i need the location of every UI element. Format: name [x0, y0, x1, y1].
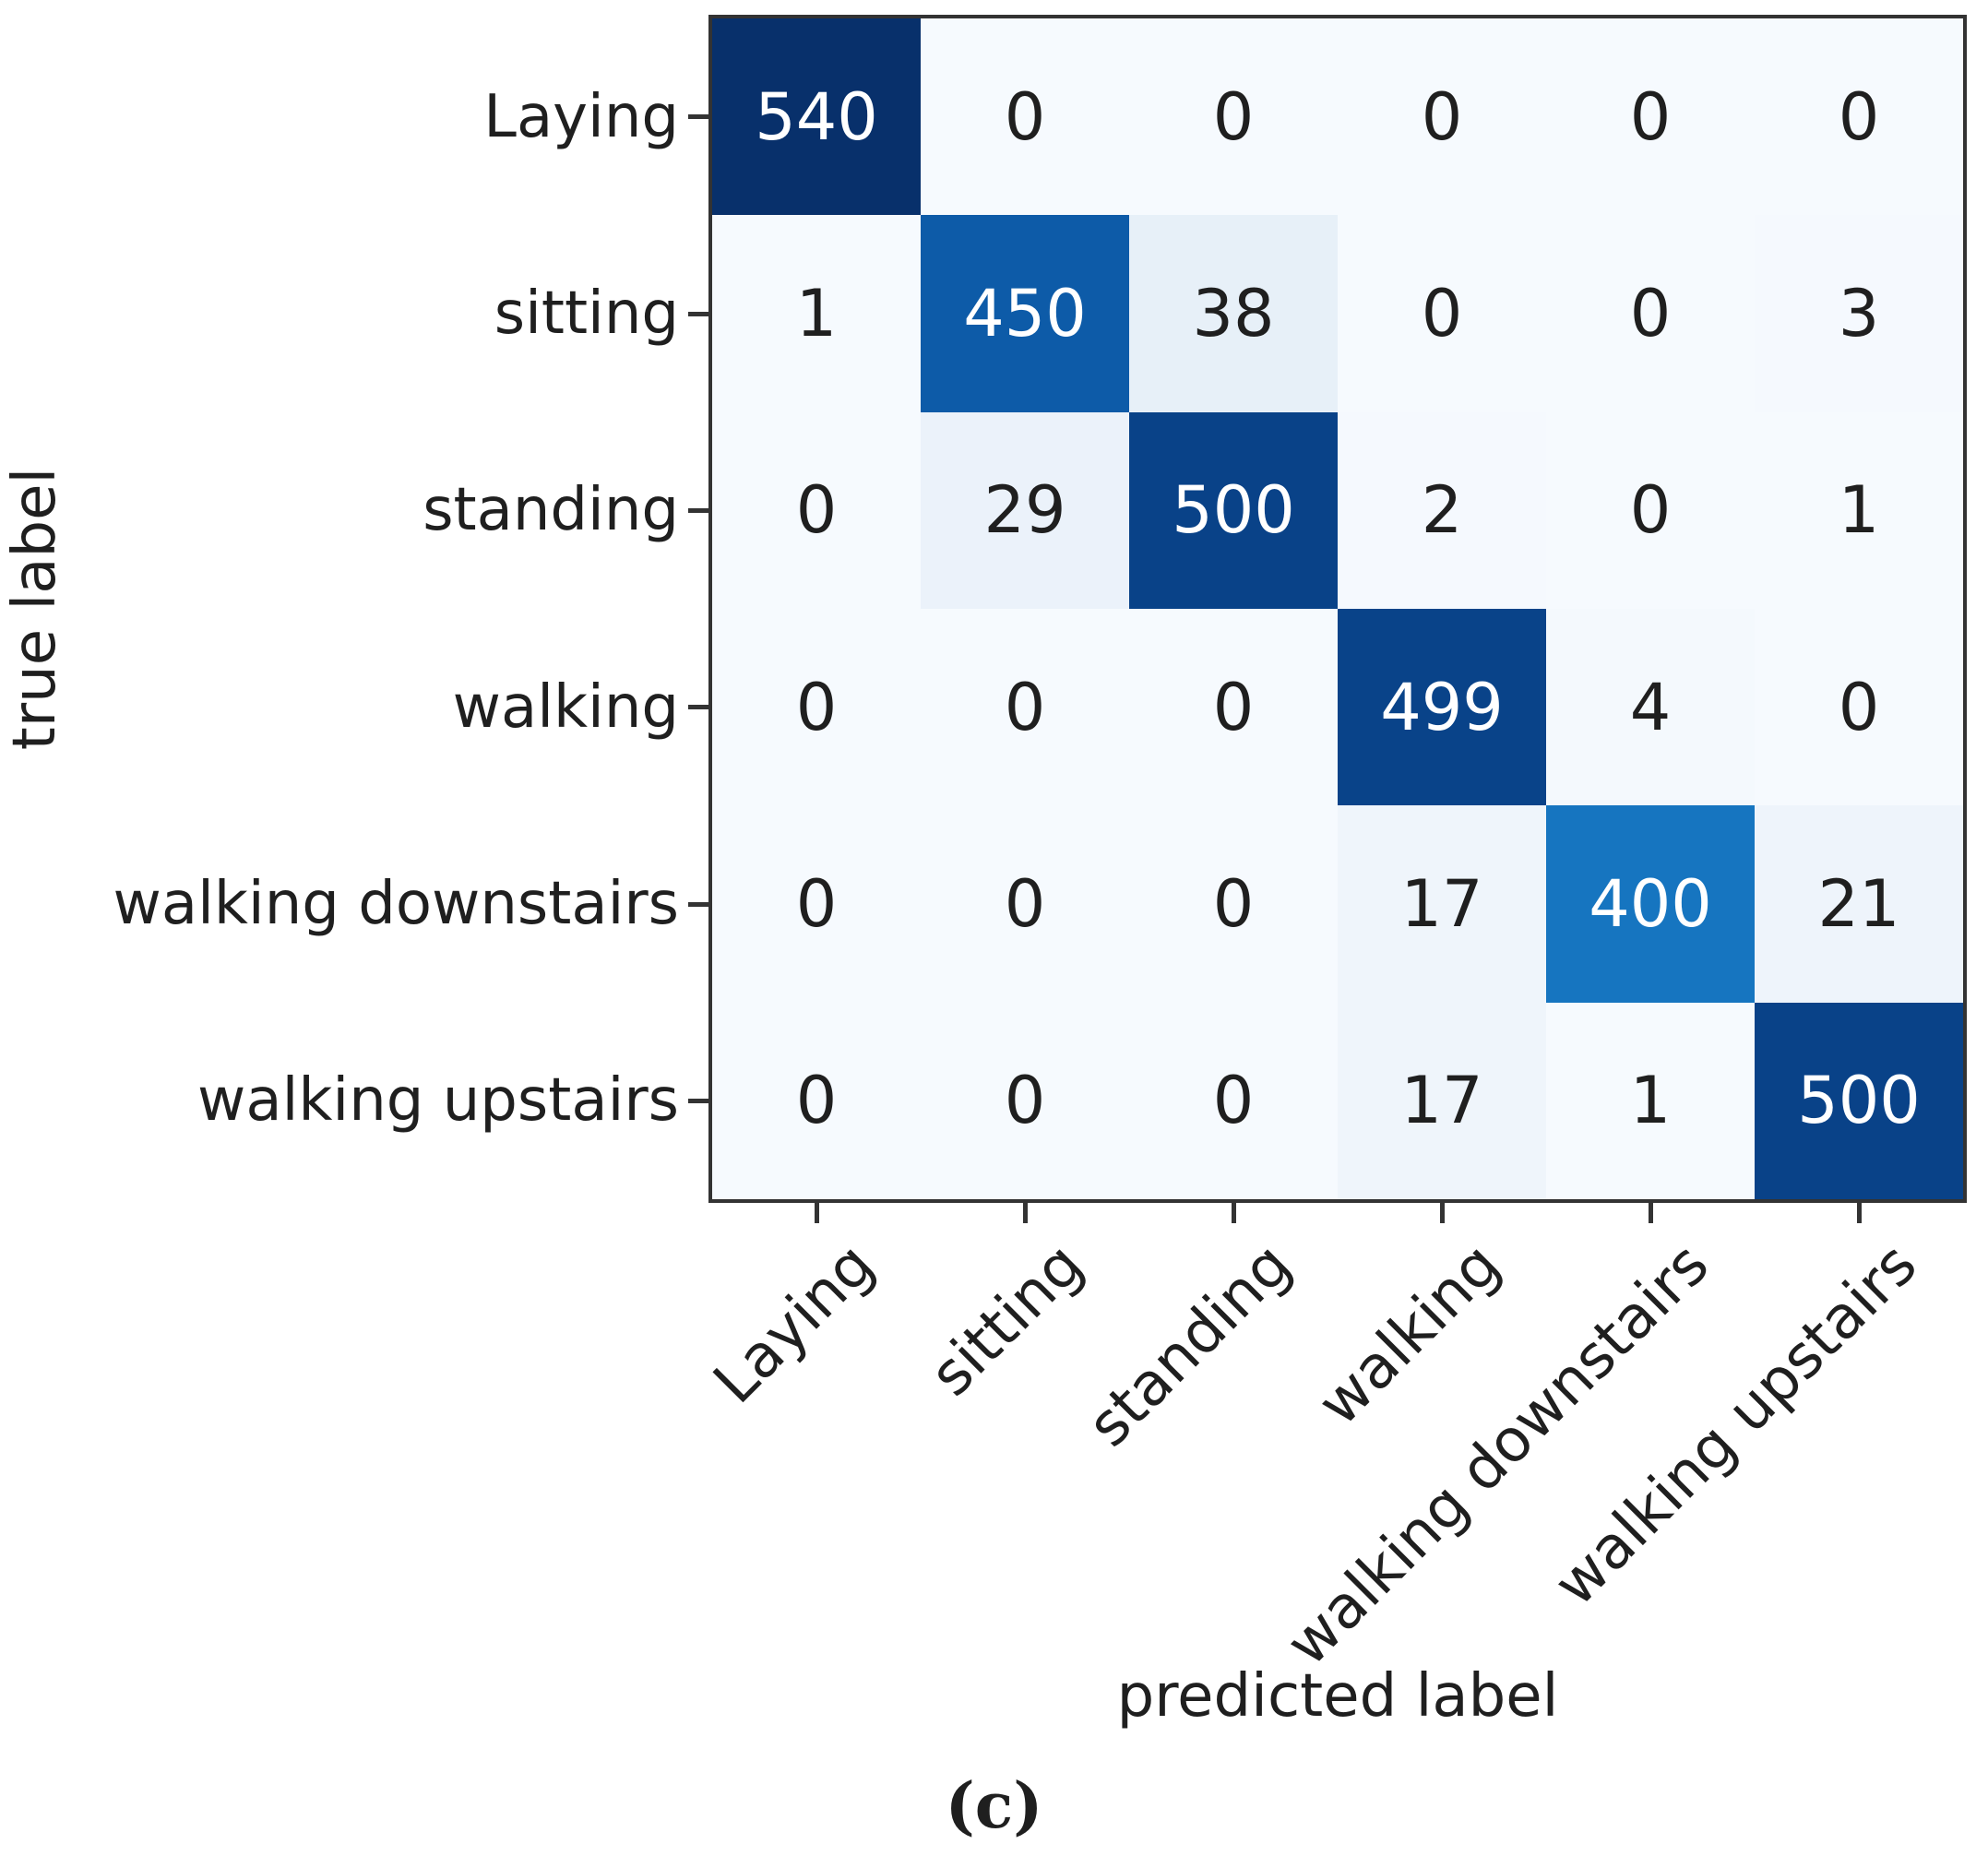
x-tick-label: walking	[1304, 1231, 1514, 1439]
heatmap-cell: 0	[1338, 18, 1546, 216]
heatmap-cell: 0	[1755, 608, 1963, 806]
y-tick-label: walking upstairs	[197, 1066, 679, 1136]
heatmap-cell: 0	[1129, 608, 1338, 806]
heatmap-cell: 0	[712, 1002, 921, 1199]
heatmap-cell: 38	[1129, 215, 1338, 412]
heatmap-cell: 0	[1546, 411, 1755, 609]
heatmap-cell: 0	[1129, 805, 1338, 1003]
y-tick-mark	[688, 507, 708, 513]
x-tick-label: standing	[1075, 1231, 1305, 1460]
heatmap-cell: 540	[712, 18, 921, 216]
x-tick-mark	[1648, 1203, 1653, 1223]
heatmap-cell: 0	[712, 608, 921, 806]
y-tick-label: Laying	[483, 82, 679, 151]
x-tick-mark	[814, 1203, 819, 1223]
heatmap-cell: 0	[921, 805, 1129, 1003]
heatmap-cell: 3	[1755, 215, 1963, 412]
heatmap-cell: 400	[1546, 805, 1755, 1003]
y-tick-label: standing	[423, 476, 679, 545]
x-tick-label: sitting	[917, 1231, 1097, 1410]
heatmap-cell: 499	[1338, 608, 1546, 806]
figure-caption: (c)	[945, 1769, 1043, 1843]
x-tick-mark	[1856, 1203, 1862, 1223]
heatmap-cell: 450	[921, 215, 1129, 412]
x-axis-title: predicted label	[1116, 1662, 1559, 1731]
heatmap-cell: 4	[1546, 608, 1755, 806]
y-tick-mark	[688, 705, 708, 710]
y-tick-mark	[688, 901, 708, 907]
heatmap-cell: 0	[1129, 18, 1338, 216]
x-tick-label: walking downstairs	[1273, 1231, 1722, 1680]
x-tick-mark	[1439, 1203, 1445, 1223]
heatmap-cell: 0	[712, 411, 921, 609]
y-tick-label: walking downstairs	[113, 870, 680, 938]
y-tick-mark	[688, 114, 708, 120]
heatmap-cell: 29	[921, 411, 1129, 609]
heatmap-cell: 0	[921, 1002, 1129, 1199]
heatmap-cell: 0	[921, 18, 1129, 216]
heatmap-cell: 0	[921, 608, 1129, 806]
heatmap-grid: 540 0 0 0 0 0 1 450 38 0 0 3 0 29 500 2 0 1 0 0 0 499 4 0 0 0 0 17 4…	[712, 18, 1963, 1199]
heatmap-cell: 0	[712, 805, 921, 1003]
heatmap-cell: 0	[1338, 215, 1546, 412]
x-tick-label: walking upstairs	[1541, 1231, 1931, 1620]
heatmap-cell: 1	[1546, 1002, 1755, 1199]
heatmap-cell: 500	[1129, 411, 1338, 609]
heatmap-cell: 17	[1338, 805, 1546, 1003]
heatmap-cell: 21	[1755, 805, 1963, 1003]
y-tick-label: sitting	[494, 280, 679, 348]
heatmap-cell: 1	[712, 215, 921, 412]
heatmap-cell: 17	[1338, 1002, 1546, 1199]
heatmap-plot: 540 0 0 0 0 0 1 450 38 0 0 3 0 29 500 2 0 1 0 0 0 499 4 0 0 0 0 17 4…	[708, 15, 1967, 1203]
heatmap-cell: 0	[1129, 1002, 1338, 1199]
x-tick-mark	[1022, 1203, 1028, 1223]
heatmap-cell: 2	[1338, 411, 1546, 609]
y-tick-mark	[688, 311, 708, 316]
heatmap-cell: 0	[1755, 18, 1963, 216]
x-tick-label: Laying	[701, 1231, 888, 1418]
y-tick-label: walking	[452, 672, 679, 742]
heatmap-cell: 0	[1546, 215, 1755, 412]
x-tick-mark	[1231, 1203, 1236, 1223]
heatmap-cell: 1	[1755, 411, 1963, 609]
heatmap-cell: 0	[1546, 18, 1755, 216]
heatmap-cell: 500	[1755, 1002, 1963, 1199]
y-tick-mark	[688, 1098, 708, 1103]
